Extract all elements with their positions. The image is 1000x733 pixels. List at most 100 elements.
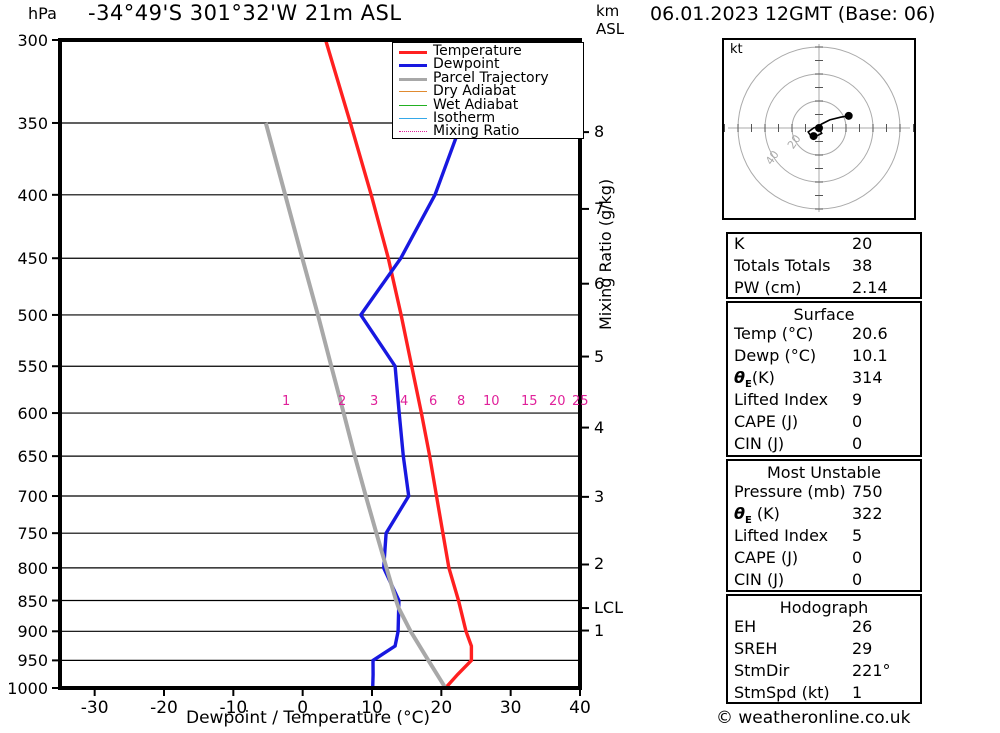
hodograph-marker [815, 124, 823, 132]
panel-row-value: 20.6 [852, 324, 888, 343]
skewt-svg [52, 38, 589, 696]
altitude-tick-label: 8 [594, 122, 605, 142]
temperature-tick-label: 0 [297, 698, 309, 718]
legend-swatch [399, 51, 427, 54]
legend-swatch [399, 131, 427, 133]
hodograph-unit-label: kt [730, 42, 743, 57]
panel-row-key-suffix: (K) [751, 368, 775, 387]
panel-row-key: StmSpd (kt) [734, 683, 830, 702]
panel-row-key: Totals Totals [734, 256, 831, 275]
panel-row-key: StmDir [734, 661, 790, 680]
panel-row: CIN (J) 0 [728, 434, 920, 456]
mixing-ratio-value-label: 4 [400, 394, 409, 409]
panel-row: SREH 29 [728, 639, 920, 661]
panel-row-value: 314 [852, 368, 883, 387]
hodograph-track [807, 115, 849, 137]
panel-indices: K 20 Totals Totals 38 PW (cm) 2.14 [726, 232, 922, 299]
panel-row-key: Pressure (mb) [734, 482, 846, 501]
panel-row-key: CAPE (J) [734, 548, 799, 567]
panel-row: θE (K) 322 [728, 504, 920, 526]
skewt-plot [52, 38, 589, 696]
panel-row-key-suffix: (K) [751, 504, 780, 523]
legend-label: Mixing Ratio [433, 123, 520, 140]
panel-row-value: 0 [852, 434, 863, 453]
legend-item: Parcel Trajectory [397, 69, 583, 86]
altitude-unit-label: km [596, 2, 620, 20]
panel-row: Lifted Index 9 [728, 390, 920, 412]
panel-row: CAPE (J) 0 [728, 412, 920, 434]
panel-row-key: K [734, 234, 745, 253]
pressure-tick-label: 800 [17, 558, 48, 578]
panel-row-key: θE(K) [734, 368, 775, 391]
altitude-tick-label: 6 [594, 273, 605, 293]
panel-title: Most Unstable [767, 463, 881, 482]
panel-row-key: θE (K) [734, 504, 780, 527]
panel-row-value: 0 [852, 412, 863, 431]
legend: Temperature Dewpoint Parcel Trajectory Dry … [392, 42, 584, 139]
legend-label: Wet Adiabat [433, 96, 519, 113]
mixing-ratio-value-label: 3 [370, 394, 379, 409]
panel-row-value: 5 [852, 526, 863, 545]
altitude-asl-label: ASL [596, 20, 625, 38]
mixing-ratio-value-label: 20 [549, 394, 566, 409]
panel-row-key: CIN (J) [734, 434, 785, 453]
altitude-tick-label: 7 [594, 198, 605, 218]
panel-most-unstable: Most Unstable Pressure (mb) 750 θE (K) 322 Li… [726, 459, 922, 592]
pressure-unit-label: hPa [28, 4, 57, 23]
panel-hodograph: Hodograph EH 26 SREH 29 StmDir 221° StmSpd (kt)… [726, 594, 922, 704]
panel-row-value: 1 [852, 683, 863, 702]
mixing-ratio-axis-title: Mixing Ratio (g/kg) [596, 178, 615, 330]
legend-swatch [399, 77, 427, 81]
hodograph-marker [809, 132, 818, 141]
panel-row: K 20 [728, 234, 920, 256]
legend-item: Isotherm [397, 110, 583, 126]
legend-label: Parcel Trajectory [433, 69, 549, 86]
panel-row-key: Dewp (°C) [734, 346, 817, 365]
panel-row: PW (cm) 2.14 [728, 278, 920, 300]
panel-row-key: CIN (J) [734, 570, 785, 589]
temperature-tick-label: 10 [361, 698, 383, 718]
panel-row-key: CAPE (J) [734, 412, 799, 431]
hodograph-panel: kt 20 40 [710, 19, 928, 237]
panel-row: Totals Totals 38 [728, 256, 920, 278]
temperature-tick-label: 30 [499, 698, 522, 718]
copyright-notice: © weatheronline.co.uk [716, 708, 911, 728]
station-title: -34°49'S 301°32'W 21m ASL [88, 1, 402, 25]
panel-row-key: Temp (°C) [734, 324, 814, 343]
panel-row-value: 750 [852, 482, 883, 501]
legend-swatch [399, 64, 427, 68]
temperature-tick-label: -20 [150, 698, 178, 718]
pressure-tick-label: 550 [17, 357, 48, 377]
pressure-tick-label: 300 [17, 31, 48, 50]
mixing-ratio-value-label: 8 [457, 394, 466, 409]
panel-row: StmDir 221° [728, 661, 920, 683]
panel-row: Lifted Index 5 [728, 526, 920, 548]
pressure-tick-label: 750 [17, 524, 48, 544]
panel-row-value: 221° [852, 661, 891, 680]
legend-item: Mixing Ratio [397, 123, 583, 140]
pressure-tick-label: 900 [17, 622, 48, 642]
pressure-tick-label: 500 [17, 305, 48, 325]
panel-row-value: 29 [852, 639, 873, 658]
mixing-ratio-value-label: 6 [429, 394, 438, 409]
pressure-tick-label: 600 [17, 404, 48, 424]
legend-item: Temperature [397, 43, 583, 59]
panel-row: θE(K) 314 [728, 368, 920, 390]
temperature-tick-label: 40 [569, 698, 591, 718]
forecast-datetime: 06.01.2023 12GMT (Base: 06) [650, 3, 936, 25]
panel-row-value: 9 [852, 390, 863, 409]
panel-row-value: 38 [852, 256, 873, 275]
panel-row-key: Lifted Index [734, 390, 829, 409]
legend-label: Dewpoint [433, 56, 500, 73]
pressure-tick-label: 950 [17, 651, 48, 671]
panel-row-value: 26 [852, 617, 873, 636]
panel-row-value: 2.14 [852, 278, 888, 297]
panel-row-value: 322 [852, 504, 883, 523]
altitude-tick-label: 5 [594, 346, 605, 366]
legend-swatch [399, 104, 427, 106]
panel-surface: Surface Temp (°C) 20.6 Dewp (°C) 10.1 θE(K) 31… [726, 301, 922, 457]
altitude-tick-label: 1 [594, 620, 605, 640]
legend-label: Dry Adiabat [433, 83, 516, 100]
